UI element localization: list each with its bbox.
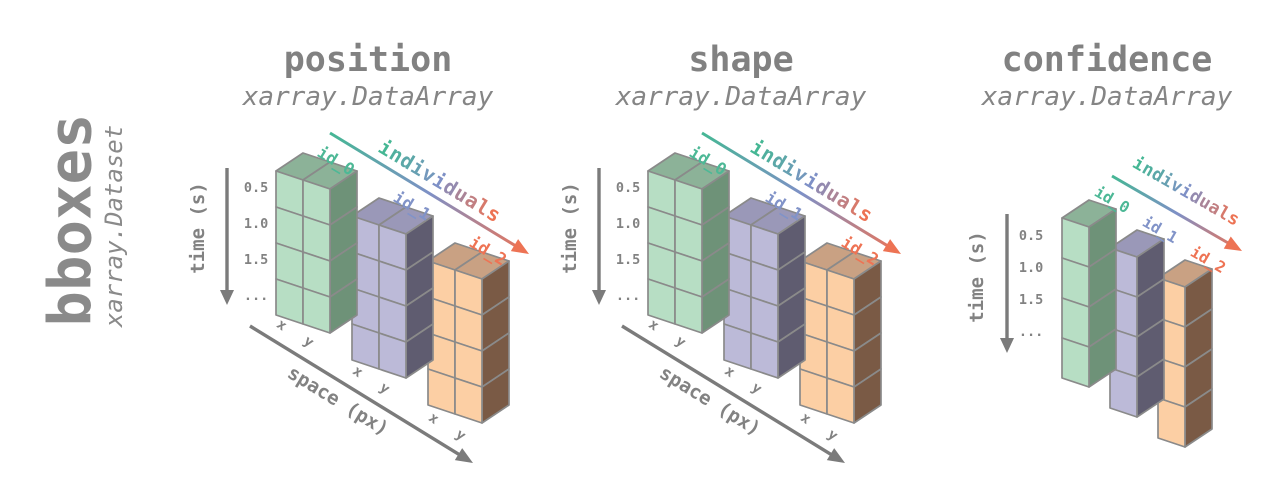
stack-id_2 xyxy=(1157,259,1213,448)
time-tick: 0.5 xyxy=(616,180,640,196)
stack-id_1 xyxy=(1109,229,1165,418)
box-face xyxy=(1109,367,1138,418)
space-tick: y xyxy=(376,380,393,398)
space-tick: x xyxy=(273,316,290,334)
box-face xyxy=(1157,397,1186,448)
stack-id_0 xyxy=(275,152,358,334)
time-tick: 1.5 xyxy=(1019,292,1043,308)
time-tick: 0.5 xyxy=(244,180,268,196)
box-face xyxy=(750,332,779,379)
space-tick: x xyxy=(349,363,366,381)
panel-header-confidence: confidence xarray.DataArray xyxy=(927,38,1281,112)
space-axis-label: space (px) xyxy=(656,362,765,441)
space-tick: y xyxy=(452,426,469,444)
arrow-head xyxy=(1223,236,1242,251)
panel-subtitle-shape: xarray.DataArray xyxy=(615,82,867,112)
arrow-head xyxy=(826,448,845,463)
panel-header-position: position xarray.DataArray xyxy=(188,38,548,112)
box-face xyxy=(1061,337,1090,388)
time-axis: 0.5 1.0 1.5... time (s) xyxy=(559,168,640,305)
panel-title-shape: shape xyxy=(688,40,794,80)
stack-id_0 xyxy=(647,152,730,334)
panel-title-confidence: confidence xyxy=(1001,40,1213,80)
space-tick: x xyxy=(645,316,662,334)
arrow-line xyxy=(621,324,834,457)
time-tick: ... xyxy=(1019,324,1043,340)
space-tick: x xyxy=(425,410,442,428)
arrow-head xyxy=(592,290,606,305)
panel-subtitle-position: xarray.DataArray xyxy=(242,82,494,112)
arrow-line xyxy=(701,131,889,248)
arrow-head xyxy=(882,239,901,254)
stack-id_1 xyxy=(351,197,434,379)
arrow-line xyxy=(329,131,517,248)
panel-title-position: position xyxy=(283,40,453,80)
panel-header-shape: shape xarray.DataArray xyxy=(561,38,921,112)
time-tick: 1.5 xyxy=(616,252,640,268)
time-tick: 1.0 xyxy=(616,216,640,232)
box-face xyxy=(674,287,703,334)
time-axis: 0.5 1.0 1.5... time (s) xyxy=(966,214,1043,353)
space-tick: x xyxy=(797,410,814,428)
box-face xyxy=(378,332,407,379)
time-axis: 0.5 1.0 1.5... time (s) xyxy=(187,168,268,305)
space-tick: y xyxy=(672,333,689,351)
time-tick: 0.5 xyxy=(1019,228,1043,244)
arrow-head xyxy=(454,448,473,463)
box-face xyxy=(826,377,855,424)
box-face xyxy=(302,287,331,334)
space-axis-label: space (px) xyxy=(284,362,393,441)
arrow-head xyxy=(220,290,234,305)
time-tick: ... xyxy=(616,288,640,304)
time-axis-label: time (s) xyxy=(559,182,581,274)
stack-id_0 xyxy=(1061,199,1117,388)
individuals-axis-label: individuals xyxy=(746,135,877,228)
stack-id_1 xyxy=(723,197,806,379)
time-tick: 1.5 xyxy=(244,252,268,268)
panel-confidence-diagram: 0.5 1.0 1.5... time (s) individualsid_0id_1i… xyxy=(966,153,1243,448)
space-tick: x xyxy=(721,363,738,381)
space-tick: y xyxy=(748,380,765,398)
time-axis-label: time (s) xyxy=(966,231,988,323)
time-tick: 1.0 xyxy=(1019,260,1043,276)
time-tick: 1.0 xyxy=(244,216,268,232)
individuals-axis-label: individuals xyxy=(1129,153,1243,230)
arrow-line xyxy=(1111,174,1230,245)
panel-shape-diagram: 0.51.01.5...time (s)individualsid_0id_1i… xyxy=(559,131,901,463)
space-tick: y xyxy=(300,333,317,351)
panel-position-diagram: 0.51.01.5...time (s)individualsid_0id_1i… xyxy=(187,131,529,463)
arrow-head xyxy=(510,239,529,254)
space-tick: y xyxy=(824,426,841,444)
arrow-head xyxy=(1000,338,1014,353)
time-axis-label: time (s) xyxy=(187,182,209,274)
time-tick: ... xyxy=(244,288,268,304)
panel-subtitle-confidence: xarray.DataArray xyxy=(981,82,1233,112)
stack-id_2 xyxy=(427,242,510,424)
arrow-line xyxy=(249,324,462,457)
box-face xyxy=(454,377,483,424)
stack-id_2 xyxy=(799,242,882,424)
